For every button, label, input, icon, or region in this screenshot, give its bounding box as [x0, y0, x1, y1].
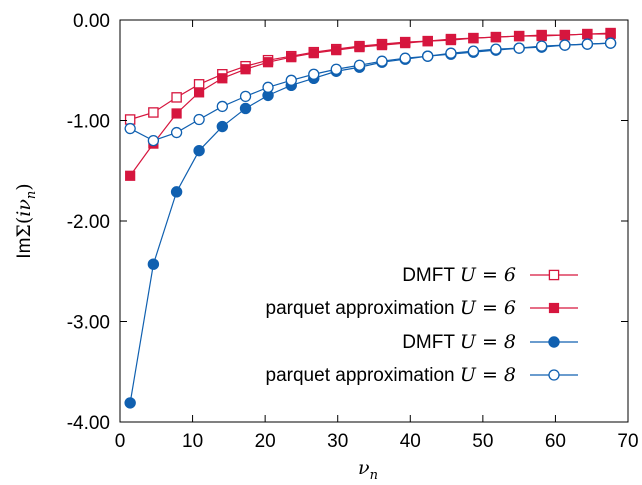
data-point	[262, 57, 274, 68]
data-point	[422, 36, 433, 47]
data-point	[308, 48, 319, 59]
data-point	[582, 28, 593, 40]
data-point	[194, 87, 205, 98]
data-point	[559, 29, 570, 41]
legend-sample	[530, 369, 578, 381]
plot-data	[124, 27, 617, 409]
y-tick-label: -2.00	[67, 212, 110, 233]
series-3	[124, 37, 617, 147]
data-point	[193, 144, 205, 157]
data-point	[125, 170, 136, 181]
y-tick-label: -3.00	[67, 313, 110, 334]
data-point	[400, 38, 411, 49]
data-point	[490, 43, 502, 55]
data-point	[285, 74, 297, 86]
x-tick-label: 50	[472, 431, 493, 452]
data-point	[124, 114, 136, 125]
data-point	[308, 68, 320, 80]
data-point	[124, 397, 136, 409]
y-tick-label: -1.00	[67, 112, 110, 133]
data-point	[240, 64, 251, 75]
data-point	[513, 42, 525, 54]
y-axis-title: ImΣ(iνn)	[13, 183, 39, 258]
data-point	[147, 258, 160, 270]
legend-marker	[548, 269, 560, 281]
data-point	[148, 107, 159, 118]
legend-label: DMFT U = 6	[402, 264, 516, 286]
data-point	[217, 73, 228, 84]
data-point	[536, 30, 547, 42]
x-tick-label: 0	[115, 431, 126, 452]
data-point	[376, 55, 388, 67]
series-line	[129, 42, 611, 142]
legend-label: parquet approximation U = 8	[266, 364, 516, 386]
series-line	[129, 33, 611, 177]
x-axis-title: νn	[358, 457, 378, 483]
data-point	[353, 59, 366, 71]
data-point	[468, 32, 479, 44]
x-tick-label: 40	[400, 431, 421, 452]
data-point	[124, 122, 136, 135]
legend-marker	[548, 369, 560, 381]
legend-label: DMFT U = 8	[402, 331, 516, 353]
data-point	[171, 108, 182, 119]
tick-labels: 0 10 20 30 40 50 60 70 0.00 -1.00 -2.00 -3.00 -4.00	[67, 11, 639, 452]
data-point	[445, 47, 457, 59]
data-point	[399, 52, 411, 64]
data-point	[422, 50, 434, 62]
data-point	[445, 35, 457, 46]
legend-entry-parquet-u6: parquet approximation U = 6	[266, 297, 578, 319]
data-point	[376, 40, 388, 51]
data-point	[239, 102, 252, 115]
data-point	[605, 28, 616, 40]
data-point	[170, 126, 183, 139]
x-tick-label: 30	[327, 431, 348, 452]
data-point	[354, 42, 365, 53]
data-point	[147, 134, 160, 147]
data-point	[330, 63, 342, 75]
axis-ticks	[119, 19, 629, 423]
data-point	[262, 81, 274, 93]
data-point	[581, 38, 594, 50]
x-tick-label: 70	[617, 431, 638, 452]
data-point	[216, 100, 228, 113]
series-1	[125, 28, 616, 181]
data-point	[535, 40, 548, 52]
x-tick-label: 20	[255, 431, 276, 452]
legend-marker	[548, 302, 560, 314]
legend-sample	[530, 302, 578, 314]
legend-entry-parquet-u8: parquet approximation U = 8	[266, 364, 578, 386]
legend-marker	[548, 336, 560, 348]
data-point	[514, 30, 525, 42]
data-point	[604, 37, 617, 49]
data-point	[490, 31, 502, 43]
data-point	[559, 39, 571, 51]
legend-label: parquet approximation U = 6	[266, 297, 516, 319]
data-point	[216, 120, 229, 133]
y-tick-label: 0.00	[73, 11, 110, 32]
data-point	[331, 45, 342, 56]
data-point	[170, 186, 183, 198]
legend-sample	[530, 269, 578, 281]
legend: DMFT U = 6 parquet approximation U = 6 D…	[266, 264, 578, 386]
data-point	[286, 52, 297, 63]
data-point	[467, 45, 480, 57]
data-point	[239, 90, 252, 103]
x-tick-label: 60	[545, 431, 566, 452]
data-point	[193, 113, 205, 126]
legend-sample	[530, 336, 578, 348]
legend-entry-dmft-u8: DMFT U = 8	[402, 331, 578, 353]
legend-entry-dmft-u6: DMFT U = 6	[402, 264, 578, 286]
x-tick-label: 10	[182, 431, 203, 452]
data-point	[171, 92, 182, 103]
y-tick-label: -4.00	[67, 413, 110, 434]
